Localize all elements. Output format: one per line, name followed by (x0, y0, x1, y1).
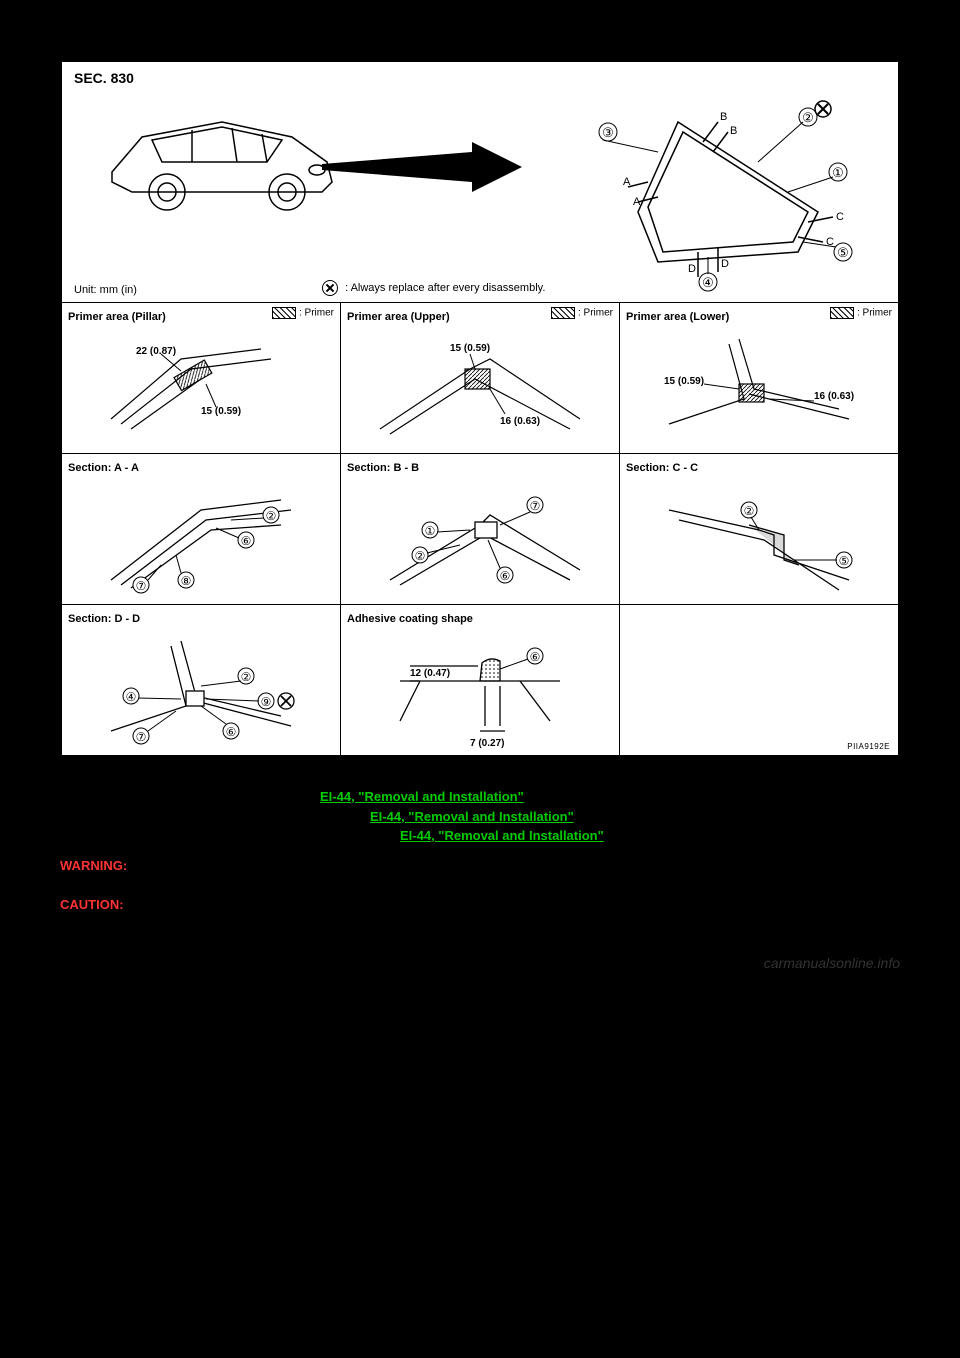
section-dd-title: Section: D - D (68, 613, 140, 625)
primer-upper-cell: Primer area (Upper) : Primer 15 (0.59) 1… (341, 303, 620, 453)
warning-label: WARNING: (60, 858, 127, 873)
section-row-2: Section: D - D ② ④ ⑨ ⑥ ⑦ (62, 605, 898, 755)
primer-lower-title: Primer area (Lower) (626, 311, 729, 323)
svg-text:⑨: ⑨ (261, 695, 272, 709)
section-letter-D: D (688, 263, 696, 275)
caution-label: CAUTION: (60, 897, 124, 912)
section-label: SEC. 830 (74, 70, 134, 86)
svg-text:⑦: ⑦ (530, 499, 541, 513)
primer-pillar-title: Primer area (Pillar) (68, 311, 166, 323)
section-bb-cell: Section: B - B ⑦ ① ② ⑥ (341, 454, 620, 604)
svg-text:⑦: ⑦ (136, 579, 147, 593)
figure-id: PIIA9192E (847, 742, 890, 751)
dim-pillar-2: 15 (0.59) (201, 406, 241, 417)
section-letter-A: A (623, 176, 631, 188)
svg-text:⑤: ⑤ (839, 554, 850, 568)
svg-text:⑥: ⑥ (500, 569, 511, 583)
callout-2: ② (802, 110, 814, 125)
section-letter-C: C (836, 211, 844, 223)
svg-text:⑦: ⑦ (136, 730, 147, 744)
hatch-icon (551, 307, 575, 319)
dim-upper-2: 16 (0.63) (500, 416, 540, 427)
primer-pillar-cell: Primer area (Pillar) : Primer 22 (0.87) … (62, 303, 341, 453)
svg-text:⑥: ⑥ (530, 650, 541, 664)
section-cc-cell: Section: C - C ② ⑤ (620, 454, 898, 604)
svg-text:①: ① (425, 524, 436, 538)
section-row-1: Section: A - A ② ⑥ ⑦ ⑧ (62, 454, 898, 605)
svg-text:⑧: ⑧ (181, 574, 192, 588)
diagram-container: SEC. 830 (60, 60, 900, 757)
blank-cell: PIIA9192E (620, 605, 898, 755)
section-aa-title: Section: A - A (68, 462, 139, 474)
hatch-icon (272, 307, 296, 319)
replace-note: : Always replace after every disassembly… (322, 280, 545, 296)
replace-icon (322, 280, 338, 296)
primer-legend: : Primer (830, 307, 892, 319)
section-letter-B: B (720, 111, 727, 123)
callout-4: ④ (702, 275, 714, 290)
section-letter-D: D (721, 258, 729, 270)
svg-text:④: ④ (126, 690, 137, 704)
dim-adh-2: 7 (0.27) (470, 738, 504, 749)
primer-legend: : Primer (551, 307, 613, 319)
instructions-text: EI-44, "Removal and Installation" EI-44,… (60, 787, 900, 915)
link-ei44-2[interactable]: EI-44, "Removal and Installation" (370, 809, 574, 824)
quarter-window-detail: ③ ② ① ④ ⑤ A (558, 92, 858, 292)
section-bb-title: Section: B - B (347, 462, 419, 474)
callout-5: ⑤ (837, 245, 849, 260)
top-panel: SEC. 830 (62, 62, 898, 303)
adhesive-title: Adhesive coating shape (347, 613, 473, 625)
replace-note-text: : Always replace after every disassembly… (345, 282, 545, 294)
callout-1: ① (832, 165, 844, 180)
section-letter-B: B (730, 125, 737, 137)
link-ei44-1[interactable]: EI-44, "Removal and Installation" (320, 789, 524, 804)
callout-3: ③ (602, 125, 614, 140)
adhesive-cell: Adhesive coating shape 12 (0.47) 7 (341, 605, 620, 755)
primer-upper-title: Primer area (Upper) (347, 311, 450, 323)
section-aa-cell: Section: A - A ② ⑥ ⑦ ⑧ (62, 454, 341, 604)
vehicle-illustration (92, 92, 352, 232)
section-dd-cell: Section: D - D ② ④ ⑨ ⑥ ⑦ (62, 605, 341, 755)
svg-text:②: ② (744, 504, 755, 518)
primer-row: Primer area (Pillar) : Primer 22 (0.87) … (62, 303, 898, 454)
dim-adh-1: 12 (0.47) (410, 668, 450, 679)
primer-lower-cell: Primer area (Lower) : Primer 15 (0.59) 1… (620, 303, 898, 453)
dim-upper-1: 15 (0.59) (450, 343, 490, 354)
dim-lower-2: 16 (0.63) (814, 391, 854, 402)
watermark: carmanualsonline.info (0, 955, 960, 971)
link-ei44-3[interactable]: EI-44, "Removal and Installation" (400, 828, 604, 843)
section-cc-title: Section: C - C (626, 462, 698, 474)
svg-text:⑥: ⑥ (226, 725, 237, 739)
pointer-arrow (322, 142, 522, 202)
svg-text:②: ② (266, 509, 277, 523)
hatch-icon (830, 307, 854, 319)
svg-text:⑥: ⑥ (241, 534, 252, 548)
primer-legend: : Primer (272, 307, 334, 319)
dim-pillar-1: 22 (0.87) (136, 346, 176, 357)
svg-text:②: ② (241, 670, 252, 684)
unit-label: Unit: mm (in) (74, 284, 137, 296)
svg-text:②: ② (415, 549, 426, 563)
section-letter-A: A (633, 196, 641, 208)
dim-lower-1: 15 (0.59) (664, 376, 704, 387)
